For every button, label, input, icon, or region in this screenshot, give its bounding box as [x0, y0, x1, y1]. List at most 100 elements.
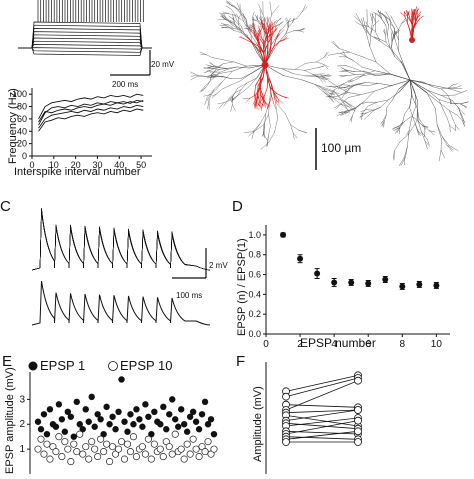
neurite-branch: [268, 17, 270, 24]
neurite-branch: [231, 104, 233, 111]
neurite-branch: [361, 91, 374, 94]
neurite-branch: [226, 6, 231, 9]
epsp1-point: [124, 429, 130, 435]
neurite-branch: [240, 12, 247, 19]
neurite-branch: [346, 57, 353, 60]
epsp10-point: [109, 443, 115, 449]
neurite-branch: [378, 83, 391, 85]
epsp1-point: [109, 414, 115, 420]
frequency-series-line: [39, 109, 144, 131]
epsp1-point: [38, 426, 44, 432]
neurite-branch: [439, 99, 450, 103]
epsp10-point: [97, 436, 103, 442]
neurite-branch: [370, 14, 372, 23]
neurite-branch: [385, 35, 386, 42]
neurite-branch: [349, 81, 353, 82]
epsp10-point: [148, 456, 154, 462]
neurite-branch: [439, 150, 441, 161]
epsp10-point: [71, 441, 77, 447]
neurite-branch: [232, 104, 235, 110]
epsp1-point: [127, 411, 133, 417]
neurite-branch: [342, 91, 346, 98]
neurite-branch: [306, 62, 317, 63]
neurite-branch: [300, 31, 304, 32]
neurite-branch: [263, 115, 268, 126]
neurite-branch: [255, 95, 256, 102]
epsp1-point: [59, 416, 65, 422]
y-tick-label: 0: [22, 151, 27, 161]
epsp1-point: [41, 411, 47, 417]
neurite-branch: [328, 81, 337, 87]
neurite-branch: [427, 93, 440, 103]
neurite-branch: [347, 75, 356, 76]
neurite-branch: [368, 111, 373, 116]
neurite-branch: [386, 42, 391, 49]
neurite-branch: [390, 48, 401, 61]
y-tick-label: 0.2: [248, 309, 261, 319]
data-point: [433, 282, 439, 288]
neurite-branch: [387, 25, 388, 36]
neurite-branch: [275, 98, 278, 102]
epsp10-point: [130, 433, 136, 439]
neurite-branch: [212, 58, 222, 60]
neurite-branch: [342, 68, 347, 70]
data-point: [331, 279, 337, 285]
epsp1-point: [169, 396, 175, 402]
neurite-branch: [369, 27, 375, 32]
neurite-branch: [364, 116, 368, 119]
neurite-branch: [269, 115, 271, 127]
neurite-branch: [352, 109, 355, 116]
epsp1-point: [157, 421, 163, 427]
x-tick-label: 0: [263, 339, 269, 350]
neurite-branch: [237, 67, 249, 68]
frequency-series-line: [39, 100, 144, 125]
epsp10-point: [68, 458, 74, 464]
epsp1-point: [118, 376, 124, 382]
epsp1-point: [88, 394, 94, 400]
neurite-branch: [259, 4, 263, 15]
neurite-branch: [205, 97, 207, 105]
panel-c-time-scale-label: 100 ms: [176, 291, 202, 300]
neurite-branch: [398, 121, 404, 126]
neurite-branch: [331, 42, 339, 49]
neurite-branch: [439, 99, 443, 109]
neurite-branch: [222, 86, 229, 90]
legend-marker-epsp10: [109, 362, 118, 371]
neurite-branch: [375, 71, 390, 74]
neurite-branch: [409, 124, 410, 130]
pair-point-epsp10: [355, 428, 362, 435]
neurite-branch: [442, 137, 449, 146]
neurite-branch: [217, 89, 222, 94]
panel-e-legend-10: EPSP 10: [120, 358, 173, 373]
panel-f-ylabel: Amplitude (mV): [252, 386, 264, 462]
neurite-branch: [421, 132, 427, 139]
data-point: [314, 271, 320, 277]
neurite-branch: [333, 41, 339, 48]
neurite-branch: [279, 21, 283, 24]
neurite-branch: [370, 34, 371, 47]
neurite-branch: [232, 78, 242, 79]
epsp10-point: [205, 438, 211, 444]
neurite-branch: [364, 91, 374, 101]
epsp1-point: [166, 411, 172, 417]
epsp1-point: [106, 421, 112, 427]
neurite-branch: [363, 106, 368, 112]
neurite-branch: [453, 84, 457, 85]
epsp10-point: [157, 446, 163, 452]
data-point: [399, 283, 405, 289]
epsp10-point: [196, 453, 202, 459]
epsp1-point: [53, 424, 59, 430]
neurite-branch: [381, 100, 389, 107]
epsp10-point: [121, 456, 127, 462]
neurite-branch: [403, 114, 405, 122]
epsp10-point: [172, 431, 178, 437]
panel-d-ylabel: EPSP (n) / EPSP(1): [236, 238, 248, 336]
data-point: [365, 280, 371, 286]
epsp10-point: [47, 456, 53, 462]
panel-c-epsp-traces: [32, 208, 210, 325]
neurite-branch: [317, 62, 324, 64]
panel-a-scalebar: [110, 50, 150, 75]
epsp10-point: [142, 451, 148, 457]
neurite-branch: [278, 18, 282, 21]
panel-a-inset-xlabel: Interspike interval number: [14, 166, 141, 178]
